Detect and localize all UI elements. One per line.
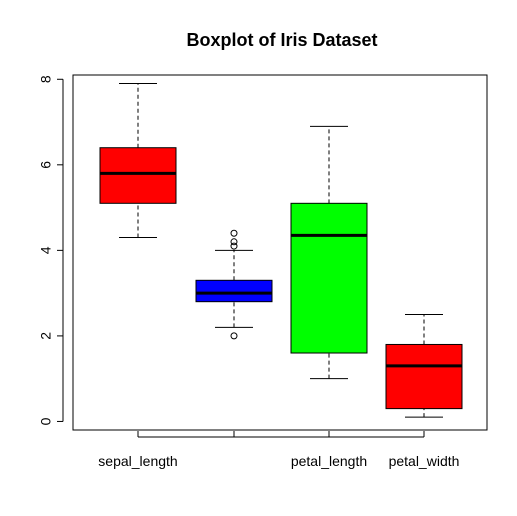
plot-frame xyxy=(72,74,488,431)
x-tick-label: petal_length xyxy=(291,453,367,469)
x-axis: sepal_length petal_length petal_width xyxy=(98,431,459,469)
box-petal_width xyxy=(385,314,463,418)
box-iqr xyxy=(290,202,368,354)
box-iqr xyxy=(385,343,463,410)
x-tick-label: petal_width xyxy=(389,453,460,469)
y-tick-label: 0 xyxy=(38,417,54,425)
x-tick-label: sepal_length xyxy=(98,453,177,469)
y-tick-label: 2 xyxy=(38,332,54,340)
outlier-point xyxy=(230,238,238,246)
y-axis: 0 2 4 6 8 xyxy=(38,75,64,425)
y-tick-label: 8 xyxy=(38,75,54,83)
outlier-point xyxy=(230,332,238,340)
box-petal_length xyxy=(290,125,368,380)
box-iqr xyxy=(99,147,177,204)
outlier-point xyxy=(230,229,238,237)
outlier-point xyxy=(230,242,238,250)
y-tick-label: 4 xyxy=(38,246,54,254)
y-tick-label: 6 xyxy=(38,161,54,169)
box-sepal_length xyxy=(99,83,177,239)
box-sepal_width xyxy=(195,229,273,340)
chart-title: Boxplot of Iris Dataset xyxy=(186,30,377,50)
box-iqr xyxy=(195,279,273,303)
boxes-group xyxy=(99,83,463,418)
